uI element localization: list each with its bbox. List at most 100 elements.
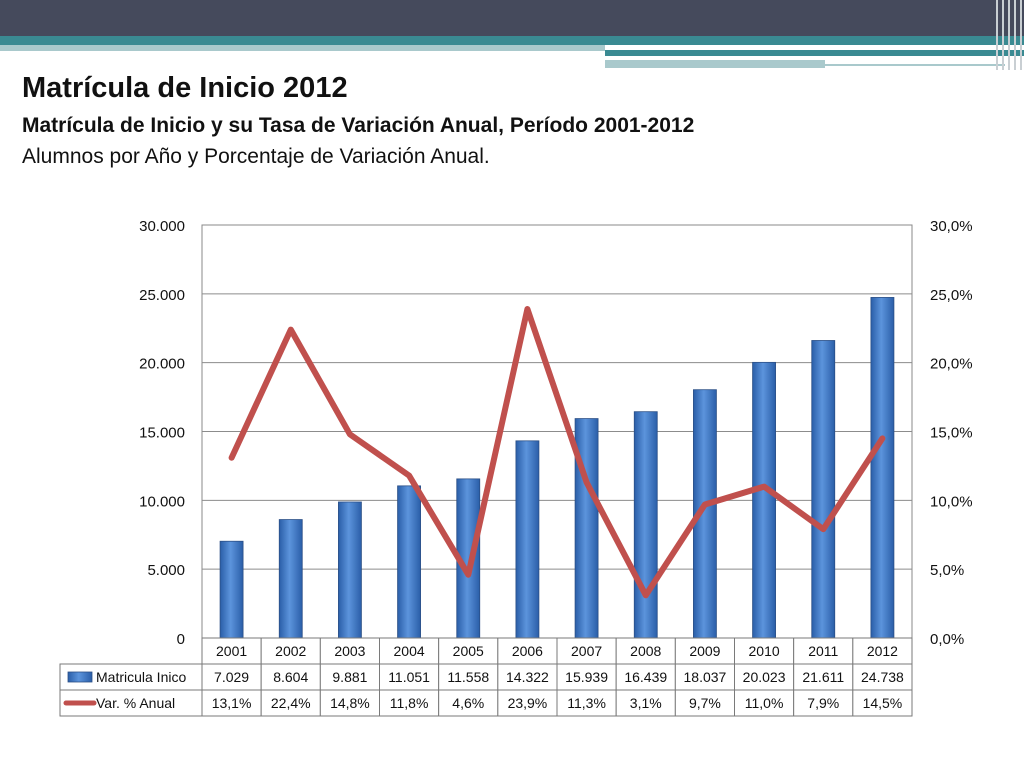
table-header-cell bbox=[497, 637, 558, 665]
table-header-cell bbox=[793, 637, 854, 665]
table-cell bbox=[556, 689, 617, 717]
bar bbox=[515, 440, 540, 639]
table-header-cell bbox=[201, 637, 262, 665]
table-cell bbox=[201, 689, 262, 717]
category-label: 2007 bbox=[571, 643, 602, 659]
category-label: 2008 bbox=[630, 643, 661, 659]
data-label: 9,7% bbox=[689, 695, 721, 711]
data-label: 20.023 bbox=[743, 669, 786, 685]
y-tick-label: 20.000 bbox=[139, 356, 185, 373]
data-label: 11.051 bbox=[388, 669, 430, 685]
table-cell bbox=[379, 689, 440, 717]
header-stripe-right bbox=[605, 50, 1024, 56]
category-label: 2011 bbox=[808, 643, 838, 659]
bar bbox=[811, 340, 836, 639]
data-label: 23,9% bbox=[508, 695, 548, 711]
y-tick-label: 15.000 bbox=[139, 425, 185, 442]
data-label: 11.558 bbox=[447, 669, 489, 685]
table-cell bbox=[438, 663, 499, 691]
category-label: 2010 bbox=[749, 643, 780, 659]
y-tick-label: 10.000 bbox=[139, 493, 185, 510]
data-label: 14,8% bbox=[330, 695, 370, 711]
data-label: 11,8% bbox=[390, 695, 429, 711]
y-tick-label: 25.000 bbox=[139, 287, 185, 304]
decorative-lines bbox=[994, 0, 1024, 70]
y-tick-label: 30.000 bbox=[139, 218, 185, 235]
header-stripe-light bbox=[0, 45, 605, 51]
table-cell bbox=[379, 663, 440, 691]
table-cell bbox=[556, 663, 617, 691]
data-label: 21.611 bbox=[802, 669, 844, 685]
data-label: 11,0% bbox=[745, 695, 784, 711]
category-label: 2003 bbox=[334, 643, 365, 659]
data-label: 14.322 bbox=[506, 669, 549, 685]
table-cell bbox=[319, 689, 381, 717]
category-label: 2001 bbox=[216, 643, 247, 659]
data-label: 18.037 bbox=[684, 669, 727, 685]
y2-tick-label: 15,0% bbox=[930, 425, 973, 442]
table-cell bbox=[615, 663, 676, 691]
data-label: 8.604 bbox=[273, 669, 308, 685]
legend-swatch-bar bbox=[67, 671, 93, 683]
bar bbox=[752, 361, 776, 639]
header-stripe bbox=[0, 36, 1024, 45]
header-stripe-thin bbox=[825, 64, 1005, 66]
table-header-cell bbox=[260, 637, 321, 665]
table-cell bbox=[615, 689, 676, 717]
series-line-var-anual bbox=[228, 306, 886, 599]
slide-subtitle: Matrícula de Inicio y su Tasa de Variaci… bbox=[22, 114, 695, 137]
table-cell bbox=[260, 689, 321, 717]
table-cell bbox=[793, 689, 854, 717]
legend-label: Matricula Inico bbox=[96, 669, 186, 685]
header-bar bbox=[0, 0, 1024, 36]
y2-tick-label: 25,0% bbox=[930, 287, 973, 304]
table-cell bbox=[852, 689, 913, 717]
category-label: 2005 bbox=[453, 643, 484, 659]
table-cell bbox=[674, 689, 735, 717]
category-label: 2002 bbox=[275, 643, 306, 659]
y2-tick-label: 30,0% bbox=[930, 218, 973, 235]
bar bbox=[219, 540, 244, 639]
category-label: 2012 bbox=[867, 643, 898, 659]
data-label: 9.881 bbox=[332, 669, 367, 685]
bar bbox=[397, 485, 421, 639]
bar bbox=[278, 519, 303, 639]
bar bbox=[633, 411, 658, 639]
category-label: 2004 bbox=[394, 643, 425, 659]
data-label: 13,1% bbox=[212, 695, 252, 711]
table-cell bbox=[734, 689, 795, 717]
table-header-cell bbox=[852, 637, 913, 665]
y2-tick-label: 0,0% bbox=[930, 631, 964, 648]
data-label: 7,9% bbox=[807, 695, 839, 711]
category-label: 2006 bbox=[512, 643, 543, 659]
table-cell bbox=[852, 663, 913, 691]
header-stripe-accent bbox=[605, 60, 825, 68]
data-label: 14,5% bbox=[863, 695, 903, 711]
y-tick-label: 0 bbox=[177, 631, 185, 648]
table-cell bbox=[674, 663, 735, 691]
table-header-cell bbox=[379, 637, 440, 665]
data-label: 3,1% bbox=[630, 695, 662, 711]
category-label: 2009 bbox=[689, 643, 720, 659]
data-label: 15.939 bbox=[565, 669, 608, 685]
slide-title: Matrícula de Inicio 2012 bbox=[22, 72, 348, 104]
table-header-cell bbox=[615, 637, 676, 665]
data-label: 24.738 bbox=[861, 669, 904, 685]
data-label: 7.029 bbox=[214, 669, 249, 685]
data-label: 11,3% bbox=[567, 695, 606, 711]
table-header-cell bbox=[556, 637, 617, 665]
data-label: 22,4% bbox=[271, 695, 311, 711]
data-label: 16.439 bbox=[624, 669, 667, 685]
y2-tick-label: 5,0% bbox=[930, 562, 964, 579]
bar bbox=[870, 297, 895, 639]
bar bbox=[338, 501, 362, 639]
table-cell bbox=[793, 663, 854, 691]
table-cell bbox=[438, 689, 499, 717]
y-tick-label: 5.000 bbox=[147, 562, 185, 579]
y2-tick-label: 10,0% bbox=[930, 493, 973, 510]
slide-subtitle-2: Alumnos por Año y Porcentaje de Variació… bbox=[22, 145, 490, 168]
y2-tick-label: 20,0% bbox=[930, 356, 973, 373]
data-label: 4,6% bbox=[452, 695, 484, 711]
legend-label: Var. % Anual bbox=[96, 695, 175, 711]
